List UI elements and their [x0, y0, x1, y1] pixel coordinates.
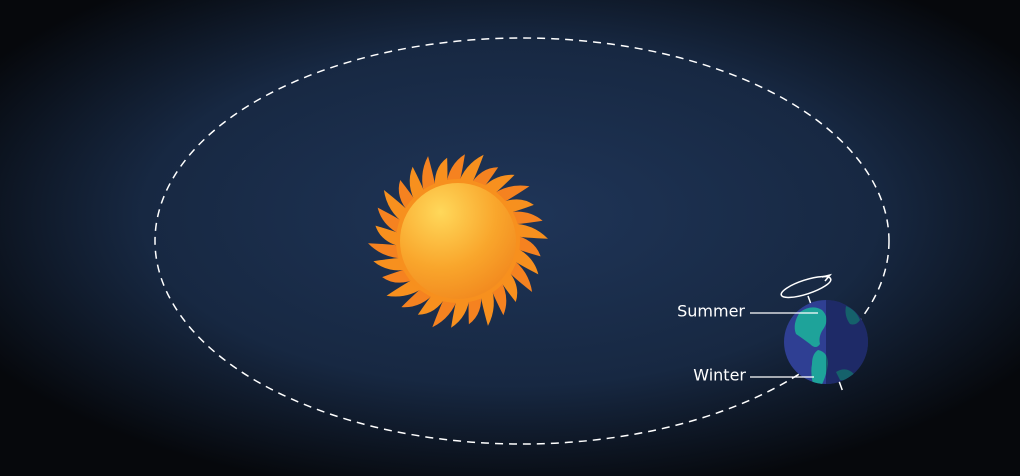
sun: [400, 183, 516, 299]
summer-label: Summer: [677, 302, 745, 321]
winter-label: Winter: [693, 366, 746, 385]
orbit-diagram: Summer Winter: [0, 0, 1020, 476]
page: Summer Winter (() => { const data = JSON…: [0, 0, 1020, 476]
